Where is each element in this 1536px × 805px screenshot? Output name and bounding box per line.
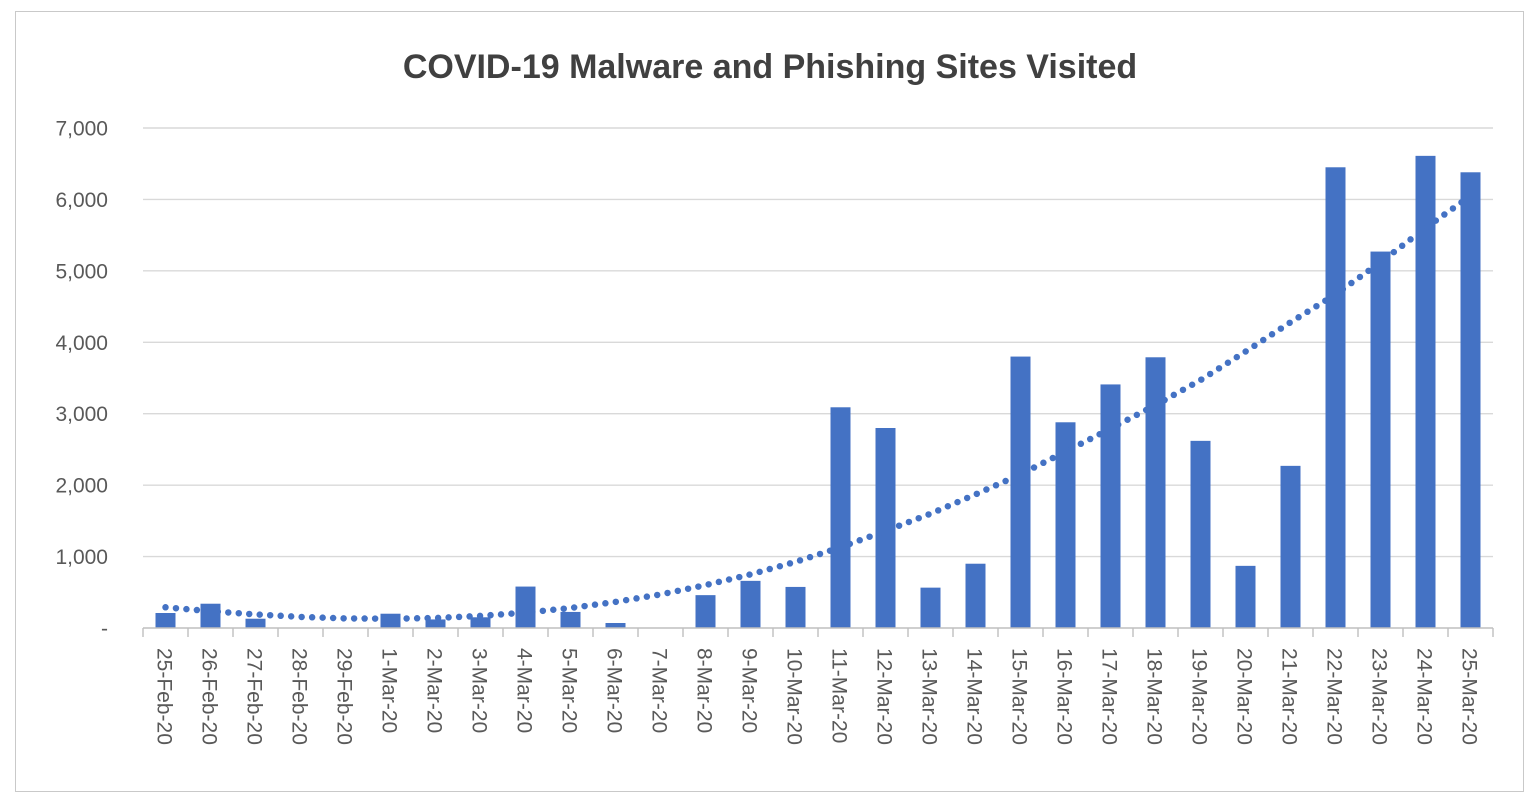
bar-8-Mar-20[interactable] (695, 595, 716, 628)
x-axis-label-8-Mar-20: 8-Mar-20 (693, 648, 716, 733)
x-axis-label-20-Mar-20: 20-Mar-20 (1233, 648, 1256, 745)
y-axis-tick-label: 3,000 (55, 403, 108, 426)
bar-22-Mar-20[interactable] (1325, 167, 1346, 629)
chart-frame (15, 11, 1524, 792)
bar-5-Mar-20[interactable] (560, 611, 581, 628)
x-axis-label-29-Feb-20: 29-Feb-20 (333, 648, 356, 745)
x-axis-label-25-Mar-20: 25-Mar-20 (1458, 648, 1481, 745)
bar-6-Mar-20[interactable] (605, 623, 626, 628)
x-axis-label-21-Mar-20: 21-Mar-20 (1278, 648, 1301, 745)
trendline[interactable] (162, 192, 1474, 622)
y-axis-tick-label: 6,000 (55, 189, 108, 212)
x-axis-label-7-Mar-20: 7-Mar-20 (648, 648, 671, 733)
trendline-group (162, 192, 1474, 622)
x-axis-label-5-Mar-20: 5-Mar-20 (558, 648, 581, 733)
bar-4-Mar-20[interactable] (515, 586, 536, 628)
bar-2-Mar-20[interactable] (425, 619, 446, 628)
x-axis-label-2-Mar-20: 2-Mar-20 (423, 648, 446, 733)
x-axis-label-22-Mar-20: 22-Mar-20 (1323, 648, 1346, 745)
bar-10-Mar-20[interactable] (785, 586, 806, 628)
x-axis-label-26-Feb-20: 26-Feb-20 (198, 648, 221, 745)
y-axis-tick-label: 5,000 (55, 260, 108, 283)
y-axis-tick-label: 7,000 (55, 118, 108, 141)
y-axis-tick-label: 1,000 (55, 546, 108, 569)
x-axis-label-12-Mar-20: 12-Mar-20 (873, 648, 896, 745)
y-axis-tick-label: - (101, 618, 108, 641)
x-axis-label-3-Mar-20: 3-Mar-20 (468, 648, 491, 733)
x-axis-label-25-Feb-20: 25-Feb-20 (153, 648, 176, 745)
bar-9-Mar-20[interactable] (740, 580, 761, 628)
x-axis-label-10-Mar-20: 10-Mar-20 (783, 648, 806, 745)
x-axis-label-27-Feb-20: 27-Feb-20 (243, 648, 266, 745)
x-axis-label-28-Feb-20: 28-Feb-20 (288, 648, 311, 745)
bar-11-Mar-20[interactable] (830, 407, 851, 628)
x-axis-label-17-Mar-20: 17-Mar-20 (1098, 648, 1121, 745)
bar-23-Mar-20[interactable] (1370, 251, 1391, 629)
bar-19-Mar-20[interactable] (1190, 440, 1211, 628)
x-axis-label-23-Mar-20: 23-Mar-20 (1368, 648, 1391, 745)
y-axis-labels-group: 7,000 6,000 5,000 4,000 3,000 2,000 1,000 - (55, 118, 108, 641)
x-axis-label-19-Mar-20: 19-Mar-20 (1188, 648, 1211, 745)
x-axis-label-11-Mar-20: 11-Mar-20 (828, 648, 851, 743)
bar-21-Mar-20[interactable] (1280, 465, 1301, 628)
bar-3-Mar-20[interactable] (470, 617, 491, 628)
x-axis-label-9-Mar-20: 9-Mar-20 (738, 648, 761, 733)
bar-16-Mar-20[interactable] (1055, 422, 1076, 628)
bar-27-Feb-20[interactable] (245, 618, 266, 628)
bar-24-Mar-20[interactable] (1415, 155, 1436, 628)
x-axis-label-16-Mar-20: 16-Mar-20 (1053, 648, 1076, 745)
x-axis-labels-group: 25-Feb-20 26-Feb-20 27-Feb-20 28-Feb-20 29-F… (153, 648, 1481, 745)
x-axis-label-24-Mar-20: 24-Mar-20 (1413, 648, 1436, 745)
y-axis-tick-label: 4,000 (55, 332, 108, 355)
bar-25-Mar-20[interactable] (1460, 172, 1481, 629)
bar-18-Mar-20[interactable] (1145, 357, 1166, 628)
x-axis-label-14-Mar-20: 14-Mar-20 (963, 648, 986, 745)
x-axis-group (142, 627, 1494, 637)
bar-12-Mar-20[interactable] (875, 428, 896, 628)
x-axis-label-15-Mar-20: 15-Mar-20 (1008, 648, 1031, 745)
bars-group (155, 155, 1481, 629)
x-axis-label-6-Mar-20: 6-Mar-20 (603, 648, 626, 733)
chart-title: COVID-19 Malware and Phishing Sites Visi… (403, 48, 1137, 86)
y-axis-tick-label: 2,000 (55, 475, 108, 498)
x-axis-label-18-Mar-20: 18-Mar-20 (1143, 648, 1166, 745)
x-axis-label-1-Mar-20: 1-Mar-20 (378, 648, 401, 733)
x-axis-label-4-Mar-20: 4-Mar-20 (513, 648, 536, 733)
bar-17-Mar-20[interactable] (1100, 384, 1121, 628)
gridlines-group (143, 127, 1493, 558)
bar-20-Mar-20[interactable] (1235, 565, 1256, 628)
bar-14-Mar-20[interactable] (965, 563, 986, 628)
bar-13-Mar-20[interactable] (920, 587, 941, 628)
bar-25-Feb-20[interactable] (155, 613, 176, 628)
bar-15-Mar-20[interactable] (1010, 356, 1031, 628)
bar-26-Feb-20[interactable] (200, 603, 221, 628)
x-axis-label-13-Mar-20: 13-Mar-20 (918, 648, 941, 745)
